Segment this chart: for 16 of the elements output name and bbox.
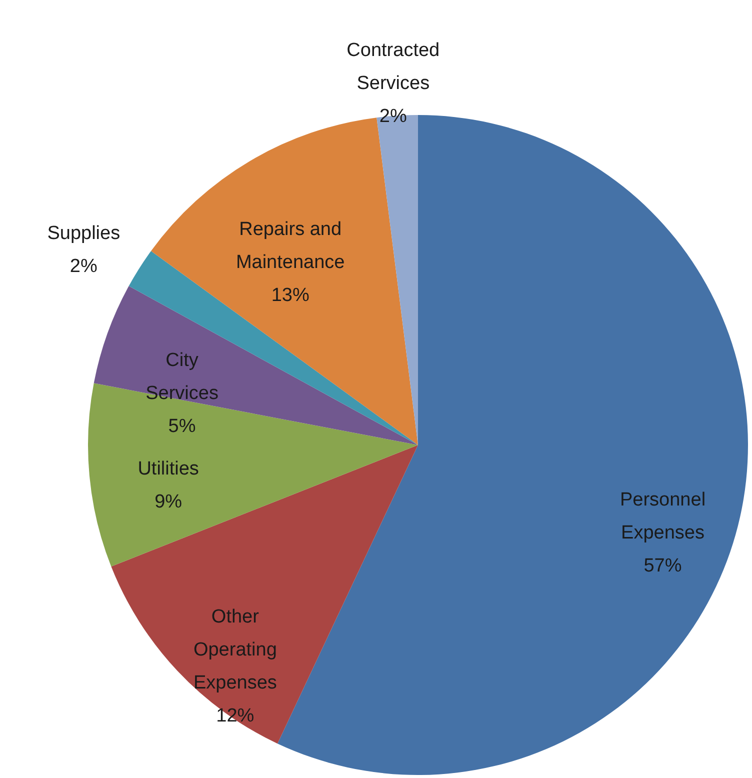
slice-label: Other Operating Expenses: [193, 606, 277, 694]
pie-slice: [128, 251, 418, 445]
pie-slice: [111, 445, 418, 744]
pie-slice: [88, 383, 418, 566]
data-label: 57%: [644, 556, 682, 577]
data-label: 9%: [154, 492, 182, 513]
data-label: 5%: [168, 416, 196, 438]
slice-label: City Services: [146, 350, 218, 404]
pie-slice: [94, 286, 418, 445]
data-label: 2%: [70, 256, 98, 277]
data-label: 13%: [271, 285, 310, 306]
slice-label: Utilities: [138, 458, 199, 480]
slice-label: Personnel Expenses: [620, 490, 706, 544]
slice-label: Repairs and Maintenance: [236, 219, 345, 274]
slice-label: Contracted Services: [346, 40, 440, 94]
slice-label: Supplies: [47, 222, 120, 244]
